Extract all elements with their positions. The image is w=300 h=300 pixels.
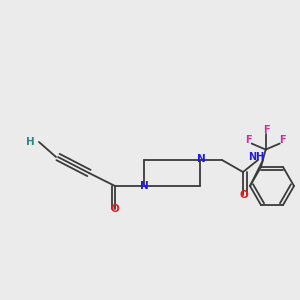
Text: O: O xyxy=(240,190,248,200)
Text: N: N xyxy=(196,154,206,164)
Text: O: O xyxy=(111,204,119,214)
Text: F: F xyxy=(263,124,270,135)
Text: H: H xyxy=(26,137,34,147)
Text: F: F xyxy=(245,135,252,145)
Text: N: N xyxy=(140,181,148,191)
Text: F: F xyxy=(279,135,286,145)
Text: NH: NH xyxy=(248,152,264,162)
